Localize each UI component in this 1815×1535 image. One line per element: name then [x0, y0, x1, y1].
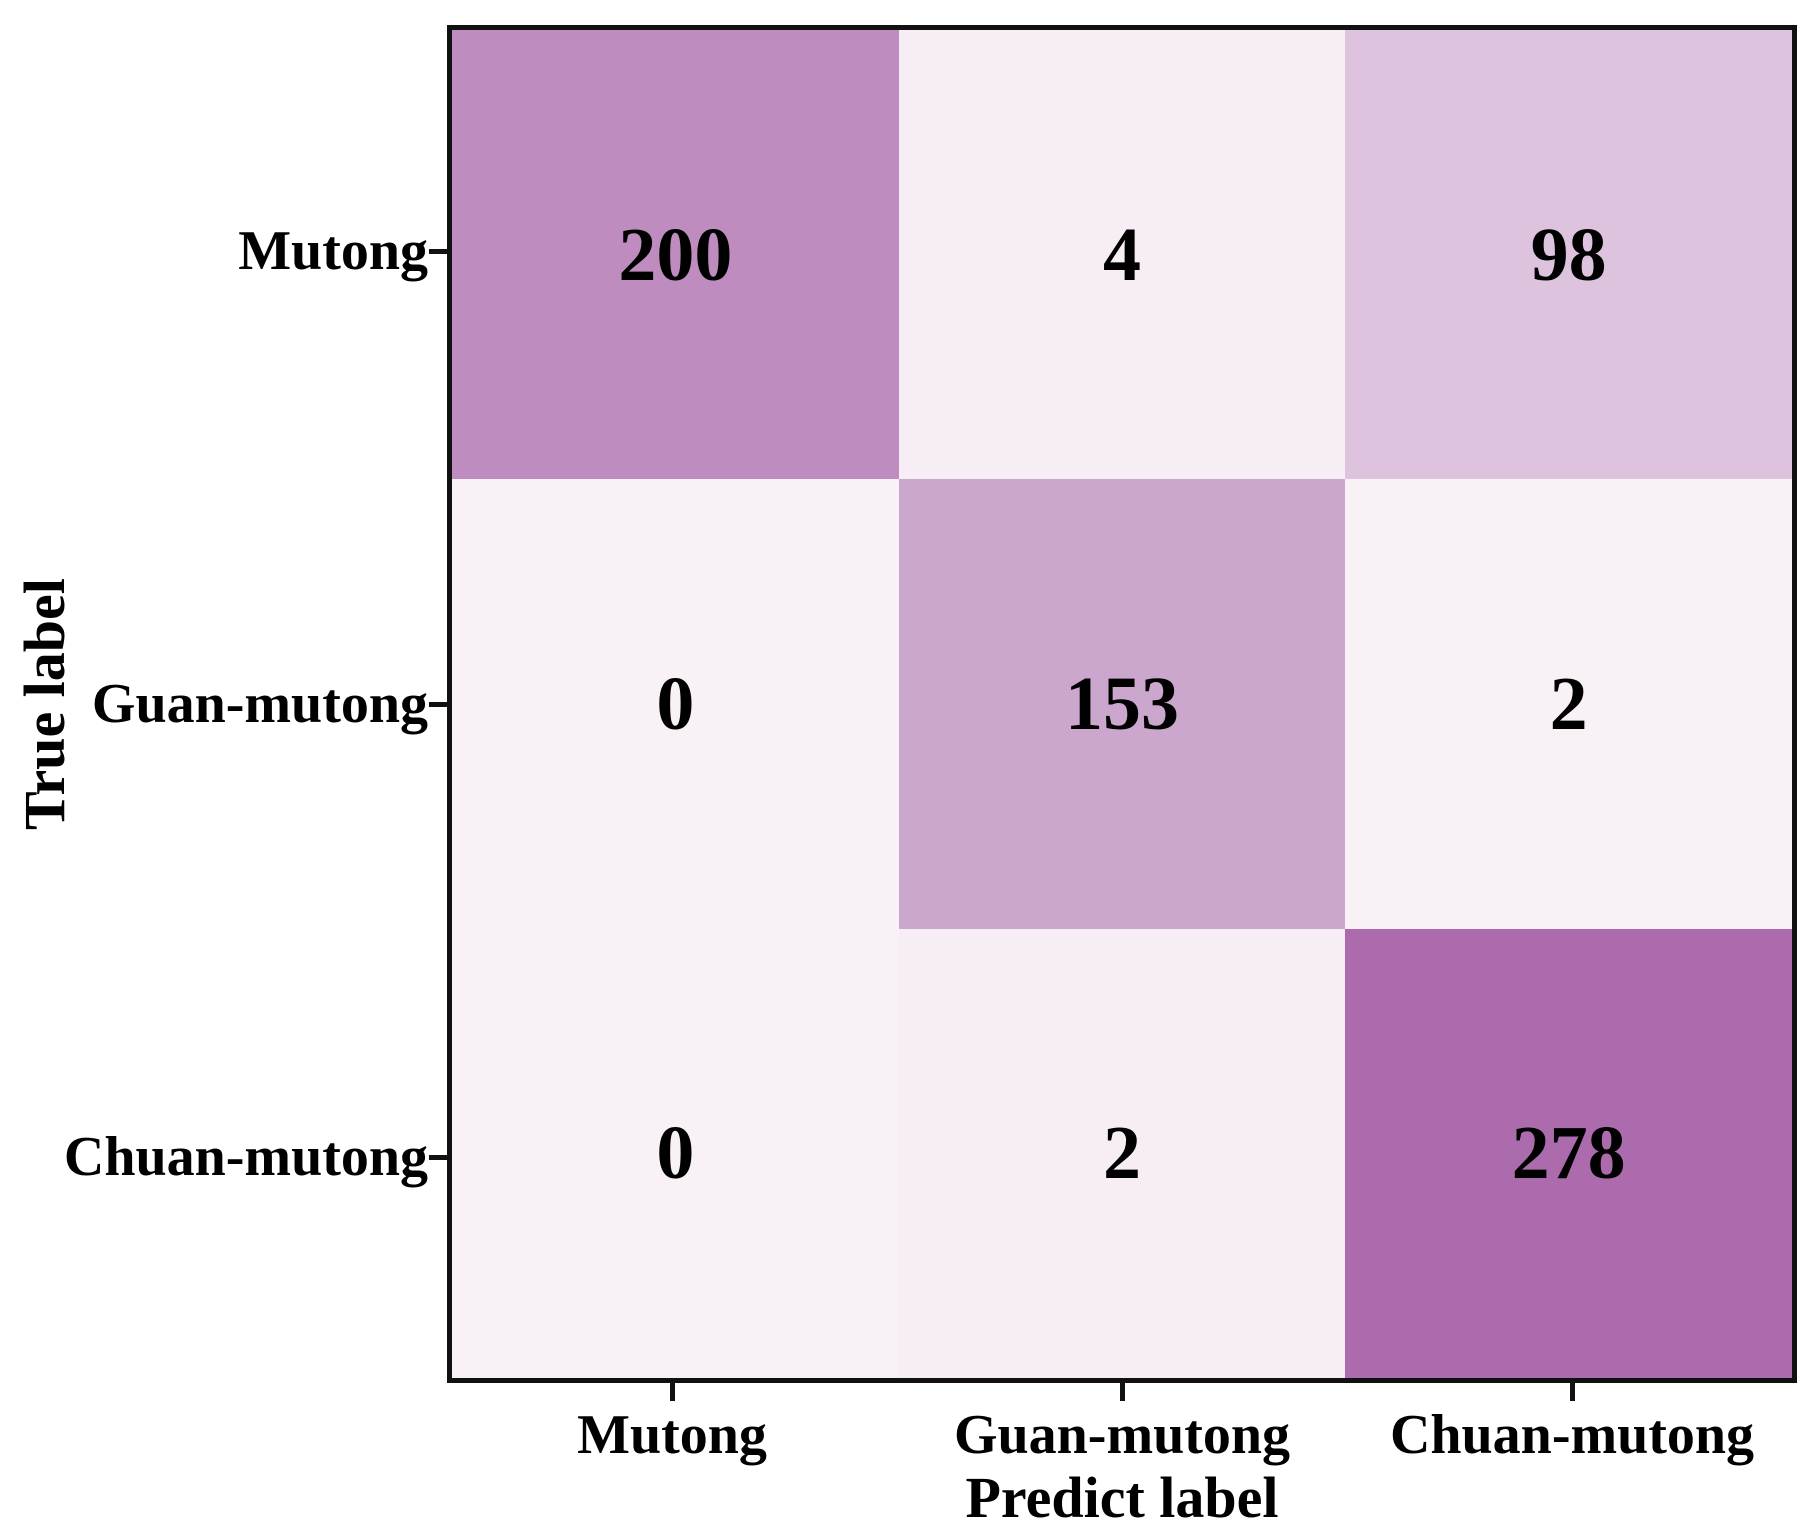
cell-value: 153: [1064, 661, 1179, 746]
heatmap-grid: 200 4 98 0 153 2 0 2 278: [447, 25, 1797, 1383]
x-tick-label-chuan-mutong: Chuan-mutong: [1389, 1404, 1755, 1466]
y-tick-mark: [429, 1155, 447, 1160]
cell-value: 4: [1102, 212, 1141, 297]
matrix-cell: 0: [452, 928, 899, 1378]
matrix-cell: 98: [1345, 30, 1792, 480]
y-tick-mark: [429, 249, 447, 254]
x-tick-label-mutong: Mutong: [577, 1404, 767, 1466]
matrix-cell: 153: [898, 479, 1346, 929]
cell-value: 0: [656, 1111, 695, 1196]
y-tick-label-mutong: Mutong: [238, 220, 428, 282]
matrix-cell: 4: [898, 30, 1346, 480]
y-tick-mark: [429, 702, 447, 707]
x-axis-title: Predict label: [965, 1465, 1279, 1530]
cell-value: 278: [1511, 1111, 1626, 1196]
matrix-cell: 0: [452, 479, 899, 929]
cell-value: 200: [618, 212, 733, 297]
cell-value: 98: [1530, 212, 1607, 297]
x-tick-mark: [1120, 1383, 1125, 1401]
cell-value: 2: [1549, 661, 1588, 746]
matrix-cell: 2: [1345, 479, 1792, 929]
matrix-cell: 2: [898, 928, 1346, 1378]
x-tick-label-guan-mutong: Guan-mutong: [953, 1404, 1291, 1466]
cell-value: 0: [656, 661, 695, 746]
cell-value: 2: [1102, 1111, 1141, 1196]
matrix-cell: 278: [1345, 928, 1792, 1378]
x-tick-mark: [1570, 1383, 1575, 1401]
x-tick-mark: [670, 1383, 675, 1401]
y-tick-label-guan-mutong: Guan-mutong: [91, 673, 428, 735]
y-tick-label-chuan-mutong: Chuan-mutong: [63, 1126, 428, 1188]
matrix-cell: 200: [452, 30, 899, 480]
